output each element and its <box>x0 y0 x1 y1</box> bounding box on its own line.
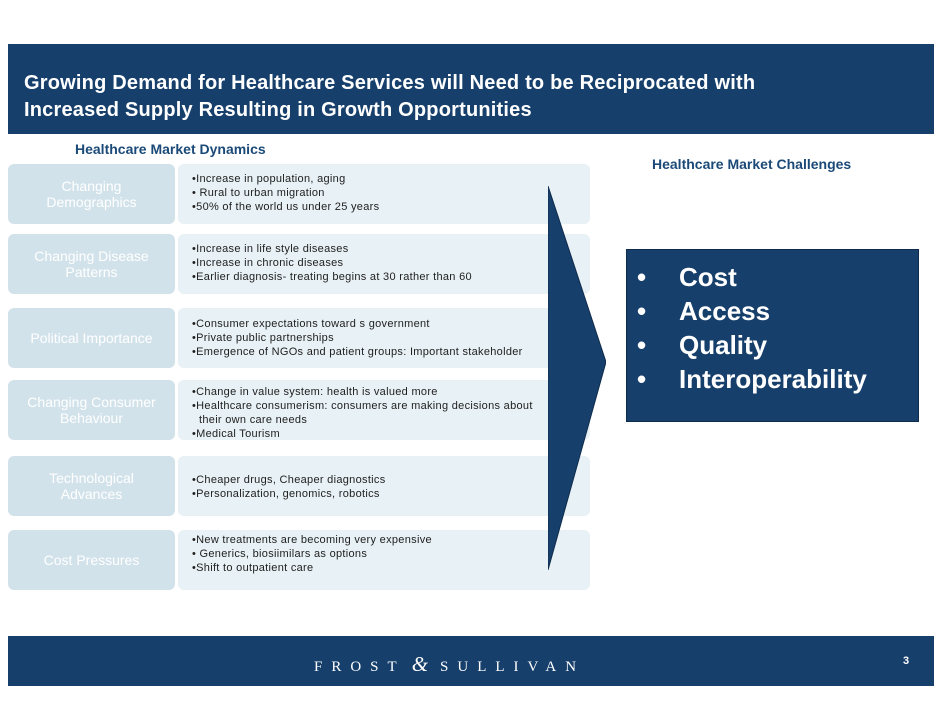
bullet-item: •Increase in population, aging <box>192 173 346 185</box>
challenge-text: Quality <box>679 330 768 360</box>
bullet-item: • Generics, biosiimilars as options <box>192 548 368 560</box>
dynamics-row-label: Cost Pressures <box>8 530 175 590</box>
dynamics-row-technological: Technological Advances <box>8 456 590 516</box>
dynamics-row-consumer-behaviour: Changing Consumer Behaviour <box>8 380 590 440</box>
chevron-arrow-icon <box>548 186 606 570</box>
challenge-item: • Quality <box>637 328 867 362</box>
bullet-item: •50% of the world us under 25 years <box>192 201 380 213</box>
dynamics-row-cost-pressures: Cost Pressures <box>8 530 590 590</box>
row-label-line: Political Importance <box>30 330 153 346</box>
bullet-glyph: • <box>637 296 647 326</box>
bullet-item: •Change in value system: health is value… <box>192 386 438 398</box>
bullet-list-political: •Consumer expectations toward s governme… <box>192 317 592 359</box>
row-label-line: Advances <box>60 486 123 502</box>
challenge-item: • Access <box>637 294 867 328</box>
logo-word-sullivan: SULLIVAN <box>440 659 586 675</box>
challenge-item: • Interoperability <box>637 362 867 396</box>
bullet-item: •New treatments are becoming very expens… <box>192 534 432 546</box>
dynamics-row-label: Changing Disease Patterns <box>8 234 175 294</box>
bullet-item: •Earlier diagnosis- treating begins at 3… <box>192 271 472 283</box>
bullet-item: •Emergence of NGOs and patient groups: I… <box>192 346 523 358</box>
bullet-list-consumer-behaviour: •Change in value system: health is value… <box>192 385 592 441</box>
bullet-item-continuation: their own care needs <box>199 414 308 426</box>
logo-word-frost: FROST <box>314 659 406 675</box>
dynamics-row-label: Changing Demographics <box>8 164 175 224</box>
slide-title-line-1: Growing Demand for Healthcare Services w… <box>24 72 756 94</box>
bullet-item: •Increase in life style diseases <box>192 243 349 255</box>
row-label-line: Changing Disease <box>34 248 149 264</box>
logo-ampersand: & <box>411 652 429 676</box>
bullet-item: •Medical Tourism <box>192 428 280 440</box>
dynamics-row-bullet-box <box>178 164 590 224</box>
row-label-line: Behaviour <box>59 410 124 426</box>
bullet-glyph: • <box>637 364 647 394</box>
dynamics-row-disease-patterns: Changing Disease Patterns <box>8 234 590 294</box>
bullet-item: •Increase in chronic diseases <box>192 257 344 269</box>
bullet-item: •Personalization, genomics, robotics <box>192 488 380 500</box>
challenge-item: • Cost <box>637 260 867 294</box>
bullet-item: •Consumer expectations toward s governme… <box>192 318 430 330</box>
dynamics-row-label: Political Importance <box>8 308 175 368</box>
dynamics-heading: Healthcare Market Dynamics <box>75 141 266 157</box>
dynamics-row-political: Political Importance <box>8 308 590 368</box>
dynamics-row-label: Technological Advances <box>8 456 175 516</box>
bullet-list-technological: •Cheaper drugs, Cheaper diagnostics •Per… <box>192 473 592 501</box>
slide-title: Growing Demand for Healthcare Services w… <box>24 70 924 124</box>
dynamics-row-bullet-box <box>178 234 590 294</box>
row-label-line: Technological <box>49 470 134 486</box>
row-label-line: Patterns <box>65 264 118 280</box>
bullet-item: •Shift to outpatient care <box>192 562 314 574</box>
bullet-list-disease-patterns: •Increase in life style diseases •Increa… <box>192 242 592 284</box>
bullet-list-cost-pressures: •New treatments are becoming very expens… <box>192 533 592 575</box>
bullet-glyph: • <box>637 330 647 360</box>
dynamics-row-demographics: Changing Demographics <box>8 164 590 224</box>
bullet-glyph: • <box>637 262 647 292</box>
row-label-line: Demographics <box>46 194 137 210</box>
row-label-line: Cost Pressures <box>43 552 140 568</box>
row-label-line: Changing Consumer <box>27 394 156 410</box>
bullet-list-demographics: •Increase in population, aging • Rural t… <box>192 172 592 214</box>
challenge-text: Access <box>679 296 771 326</box>
slide-title-line-2: Increased Supply Resulting in Growth Opp… <box>24 99 532 121</box>
page-number: 3 <box>903 655 910 667</box>
row-label-line: Changing <box>61 178 122 194</box>
challenges-list: • Cost • Access • Quality • Interoperability <box>637 260 867 396</box>
dynamics-row-bullet-box <box>178 308 590 368</box>
bullet-item: •Cheaper drugs, Cheaper diagnostics <box>192 474 386 486</box>
dynamics-row-label: Changing Consumer Behaviour <box>8 380 175 440</box>
dynamics-row-bullet-box <box>178 380 590 440</box>
title-bar: Growing Demand for Healthcare Services w… <box>8 44 934 134</box>
dynamics-row-bullet-box <box>178 456 590 516</box>
challenge-text: Interoperability <box>679 364 867 394</box>
frost-sullivan-logo: FROST & SULLIVAN <box>314 652 585 677</box>
footer-bar: FROST & SULLIVAN 3 <box>8 636 934 686</box>
challenge-text: Cost <box>679 262 737 292</box>
bullet-item: • Rural to urban migration <box>192 187 325 199</box>
bullet-item: •Private public partnerships <box>192 332 334 344</box>
bullet-item: •Healthcare consumerism: consumers are m… <box>192 400 533 412</box>
challenges-heading: Healthcare Market Challenges <box>652 156 852 172</box>
challenges-box: • Cost • Access • Quality • Interoperability <box>626 249 919 422</box>
dynamics-row-bullet-box <box>178 530 590 590</box>
